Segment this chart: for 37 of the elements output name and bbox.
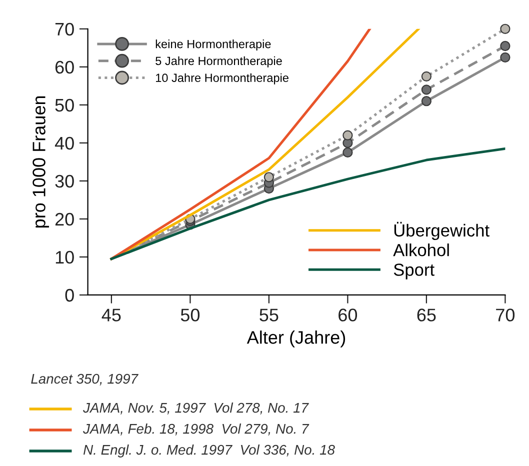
y-tick-label: 10 [56,250,74,264]
y-axis-title: pro 1000 Frauen [32,96,49,228]
point [500,52,510,62]
y-tick-label: 70 [55,22,74,36]
x-tick-label: 60 [338,308,358,322]
x-tick-label: 55 [260,308,278,322]
text: JAMA, Nov. 5, 1997 Vol 278, No. 17 [83,402,309,414]
legend-label: 10 Jahre Hormontherapie [156,73,288,84]
x-tick-label: 50 [180,308,200,322]
point [421,96,432,106]
legend-label: Übergewicht [394,222,490,240]
point [421,71,432,82]
x-tick-label: 65 [417,308,436,322]
text: Lancet 350, 1997 [31,374,138,386]
y-tick-label: 40 [54,136,74,150]
text: N. Engl. J. o. Med. 1997 Vol 336, No. 18 [83,444,335,458]
point [342,147,353,158]
line-series [110,28,371,260]
text: JAMA, Feb. 18, 1998 Vol 279, No. 7 [83,424,310,436]
line-series [110,147,506,260]
point [342,130,353,140]
point [264,172,274,182]
legend-label: keine Hormontherapie [156,40,271,51]
legend-label: Alkohol [393,244,449,256]
point [421,84,432,95]
x-tick-label: 45 [102,308,121,322]
y-tick-label: 60 [55,60,74,74]
point [500,40,510,52]
x-tick-label: 70 [496,308,515,322]
y-tick-label: 0 [65,288,74,302]
y-tick-label: 50 [55,98,74,112]
y-tick-label: 30 [55,174,74,188]
legend-label: 5 Jahre Hormontherapie [156,56,282,68]
x-axis-title: Alter (Jahre) [246,330,346,348]
y-tick-label: 20 [55,212,74,226]
point [500,24,510,34]
legend-label: Sport [394,264,434,280]
